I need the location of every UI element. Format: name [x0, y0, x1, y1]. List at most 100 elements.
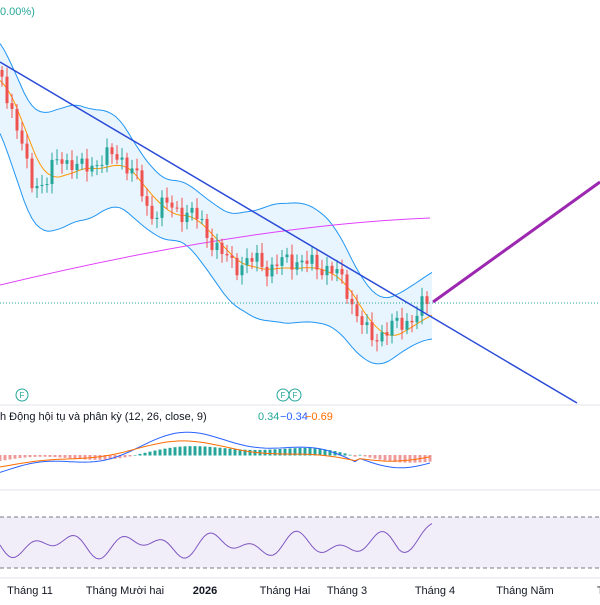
macd-bar	[58, 455, 62, 458]
macd-value: 0.34	[258, 411, 279, 423]
candle-body	[340, 269, 344, 275]
macd-bar	[168, 447, 172, 456]
event-marker-label: F	[293, 391, 298, 400]
macd-bar	[358, 454, 362, 456]
candle-body	[285, 254, 289, 258]
macd-bar	[173, 447, 177, 456]
candle-body	[270, 264, 274, 277]
candle-body	[410, 320, 414, 323]
macd-bar	[83, 455, 87, 460]
candle-body	[65, 160, 69, 164]
candle-body	[100, 164, 104, 166]
time-axis-label: Th	[597, 585, 600, 597]
macd-bar	[238, 449, 242, 456]
macd-bar	[103, 455, 107, 460]
candle-body	[295, 262, 299, 270]
macd-bar	[128, 455, 132, 457]
candle-body	[280, 257, 284, 266]
macd-bar	[283, 448, 287, 456]
macd-bar	[18, 455, 22, 459]
macd-bar	[68, 455, 72, 459]
macd-bar	[43, 455, 47, 457]
projection-line	[432, 180, 600, 304]
macd-bar	[248, 449, 252, 456]
event-marker	[15, 388, 29, 402]
macd-bar	[328, 450, 332, 456]
bollinger-lower	[0, 133, 433, 365]
candle-body	[150, 205, 154, 219]
macd-bar	[338, 452, 342, 456]
macd-bar	[308, 448, 312, 456]
change-label: 0.00%)	[0, 6, 35, 18]
macd-bar	[273, 449, 277, 456]
candle-body	[70, 160, 74, 171]
candle-body	[390, 320, 394, 336]
macd-bar	[343, 453, 347, 456]
trend-line	[0, 61, 578, 404]
macd-bar	[163, 448, 167, 456]
candle-body	[210, 237, 214, 251]
macd-bar	[313, 448, 317, 456]
macd-bar	[288, 448, 292, 456]
candle-body	[45, 184, 49, 186]
macd-bar	[183, 446, 187, 456]
macd-bar	[28, 455, 32, 458]
candle-body	[365, 322, 369, 326]
rsi-line	[0, 523, 433, 560]
candle-body	[300, 260, 304, 263]
candle-body	[255, 252, 259, 262]
candle-body	[90, 165, 94, 172]
candle-body	[275, 264, 279, 266]
candle-body	[250, 258, 254, 262]
macd-bar	[243, 449, 247, 456]
macd-bar	[413, 455, 417, 463]
candle-body	[360, 316, 364, 326]
macd-bar	[233, 449, 237, 456]
candle-body	[40, 184, 44, 186]
candle-body	[350, 298, 354, 305]
macd-bar	[388, 455, 392, 462]
event-marker-label: F	[281, 391, 286, 400]
candle-body	[395, 317, 399, 321]
candle-body	[135, 168, 139, 171]
candle-body	[80, 158, 84, 164]
macd-bar	[123, 455, 127, 458]
candle-body	[50, 159, 54, 185]
macd-bar	[78, 455, 82, 460]
macd-bar	[8, 455, 12, 460]
macd-pane	[0, 431, 432, 473]
macd-bar	[393, 455, 397, 462]
candle-body	[405, 320, 409, 330]
candle-body	[170, 202, 174, 208]
macd-bar	[48, 455, 52, 457]
macd-bar	[178, 446, 182, 456]
macd-bar	[353, 455, 357, 457]
candle-body	[35, 185, 39, 189]
candle-body	[20, 130, 24, 144]
candle-body	[415, 315, 419, 323]
macd-bar	[53, 455, 57, 458]
event-marker-label: F	[20, 391, 25, 400]
candle-body	[215, 242, 219, 251]
candle-body	[355, 304, 359, 317]
macd-bar	[223, 448, 227, 456]
candle-body	[245, 258, 249, 266]
macd-bar	[148, 451, 152, 456]
bollinger-fill	[0, 43, 432, 364]
macd-bar	[228, 448, 232, 456]
macd-bar	[263, 449, 267, 456]
candle-body	[195, 207, 199, 220]
candle-body	[265, 266, 269, 277]
macd-bar	[138, 453, 142, 456]
macd-bar	[318, 448, 322, 456]
macd-bar	[423, 455, 427, 463]
macd-bar	[378, 455, 382, 460]
macd-bar	[3, 455, 7, 461]
candle-body	[305, 260, 309, 264]
candle-body	[200, 218, 204, 220]
long-ma	[0, 217, 431, 286]
candle-body	[120, 157, 124, 160]
candle-body	[370, 322, 374, 341]
candle-body	[375, 340, 379, 342]
macd-bar	[108, 455, 112, 460]
